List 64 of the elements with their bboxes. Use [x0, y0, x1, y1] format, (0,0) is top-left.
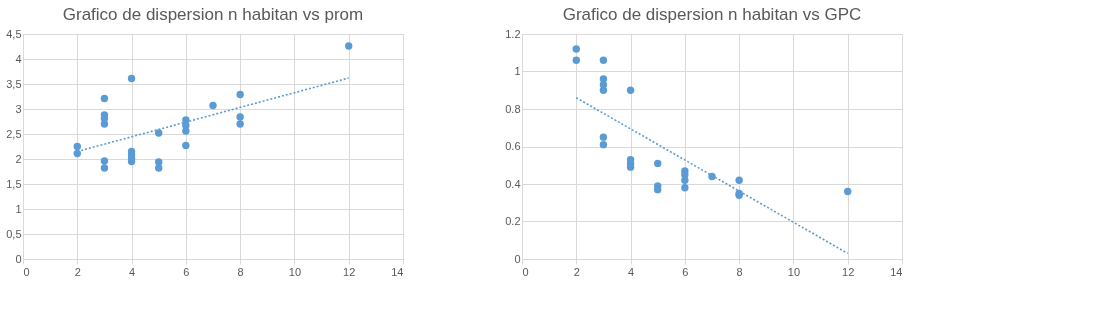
y-tick-label: 3 — [15, 102, 22, 115]
y-tick-label: 4 — [15, 52, 22, 65]
x-tick-label: 14 — [391, 265, 404, 278]
x-tick-label: 10 — [787, 265, 801, 278]
point — [100, 164, 109, 172]
point — [844, 187, 852, 196]
y-tick-label: 0,5 — [6, 227, 22, 240]
y-tick-label: 1 — [514, 65, 521, 77]
x-tick-label: 12 — [343, 265, 356, 278]
x-tick-label: 2 — [74, 265, 81, 278]
point — [626, 86, 635, 94]
point — [572, 56, 580, 64]
point — [236, 90, 244, 99]
point — [236, 120, 244, 128]
point — [599, 56, 608, 64]
point — [155, 164, 163, 172]
y-tick-label: 0.4 — [505, 177, 521, 190]
y-tick-label: 0 — [15, 252, 22, 265]
x-tick-label: 4 — [129, 265, 136, 278]
y-tick-label: 0.8 — [505, 102, 521, 115]
y-tick-label: 0.6 — [505, 140, 521, 152]
x-tick-label: 0 — [522, 265, 529, 278]
point — [73, 142, 81, 151]
point — [572, 45, 580, 53]
chart-title: Grafico de dispersion n habitan vs GPC — [562, 5, 862, 24]
point — [681, 176, 689, 184]
point — [182, 127, 190, 135]
x-tick-label: 6 — [183, 265, 190, 278]
point — [599, 140, 608, 149]
point — [708, 172, 716, 181]
point — [100, 157, 109, 165]
y-tick-label: 1,5 — [6, 177, 22, 190]
x-tick-label: 10 — [288, 265, 302, 278]
y-tick-label: 3,5 — [6, 77, 22, 90]
point — [100, 94, 109, 103]
x-tick-label: 6 — [682, 265, 689, 278]
y-tick-label: 0.2 — [505, 215, 521, 227]
x-tick-label: 8 — [736, 265, 743, 278]
point — [654, 159, 662, 168]
y-tick-label: 0 — [514, 252, 521, 265]
x-tick-label: 14 — [890, 265, 903, 278]
point — [100, 120, 109, 128]
point — [236, 113, 244, 121]
point — [599, 86, 608, 94]
x-tick-label: 2 — [573, 265, 580, 278]
y-tick-label: 2,5 — [6, 127, 22, 140]
chart-title: Grafico de dispersion n habitan vs prom — [62, 5, 364, 24]
point — [127, 74, 136, 83]
y-tick-label: 2 — [15, 152, 22, 165]
point — [681, 184, 689, 192]
y-tick-label: 4,5 — [6, 27, 22, 40]
point — [735, 176, 743, 184]
x-tick-label: 8 — [237, 265, 244, 278]
point — [73, 149, 81, 158]
y-tick-label: 1.2 — [505, 27, 521, 40]
y-tick-label: 1 — [15, 202, 22, 215]
x-tick-label: 4 — [628, 265, 635, 278]
x-tick-label: 0 — [23, 265, 30, 278]
point — [209, 101, 217, 110]
point — [345, 42, 353, 50]
point — [155, 129, 163, 137]
x-tick-label: 12 — [842, 265, 855, 278]
point — [182, 141, 190, 150]
point — [599, 133, 608, 141]
